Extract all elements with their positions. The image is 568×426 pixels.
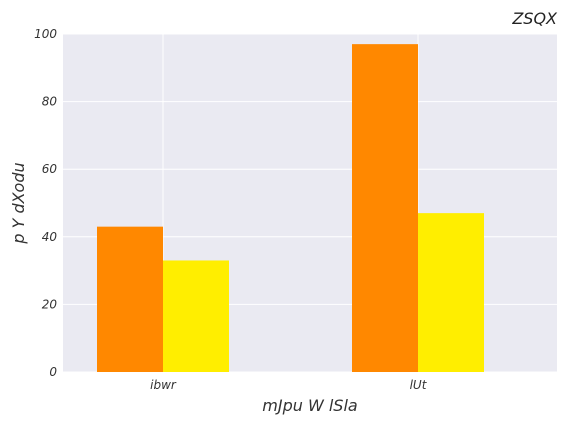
bar-ibwr-series-1 [97, 226, 163, 372]
x-tick-label: ibwr [150, 378, 177, 392]
x-tick-label: lUt [410, 378, 428, 392]
y-tick-label: 80 [42, 95, 58, 109]
y-tick-label: 100 [34, 27, 57, 41]
y-tick-label: 40 [42, 230, 58, 244]
bar-lUt-series-1 [352, 44, 418, 372]
bar-ibwr-series-2 [163, 260, 229, 372]
y-tick-label: 0 [49, 365, 57, 379]
bar-lUt-series-2 [418, 213, 484, 372]
y-axis-label: p Y dXodu [9, 162, 28, 244]
y-axis-ticks: 0 20 40 60 80 100 [34, 27, 57, 379]
y-tick-label: 60 [42, 162, 58, 176]
x-axis-ticks: ibwr lUt [150, 378, 428, 392]
bars [97, 44, 484, 372]
chart-title: ZSQX [511, 9, 558, 28]
x-axis-label: mJpu W lSla [262, 396, 357, 415]
y-tick-label: 20 [42, 297, 58, 311]
